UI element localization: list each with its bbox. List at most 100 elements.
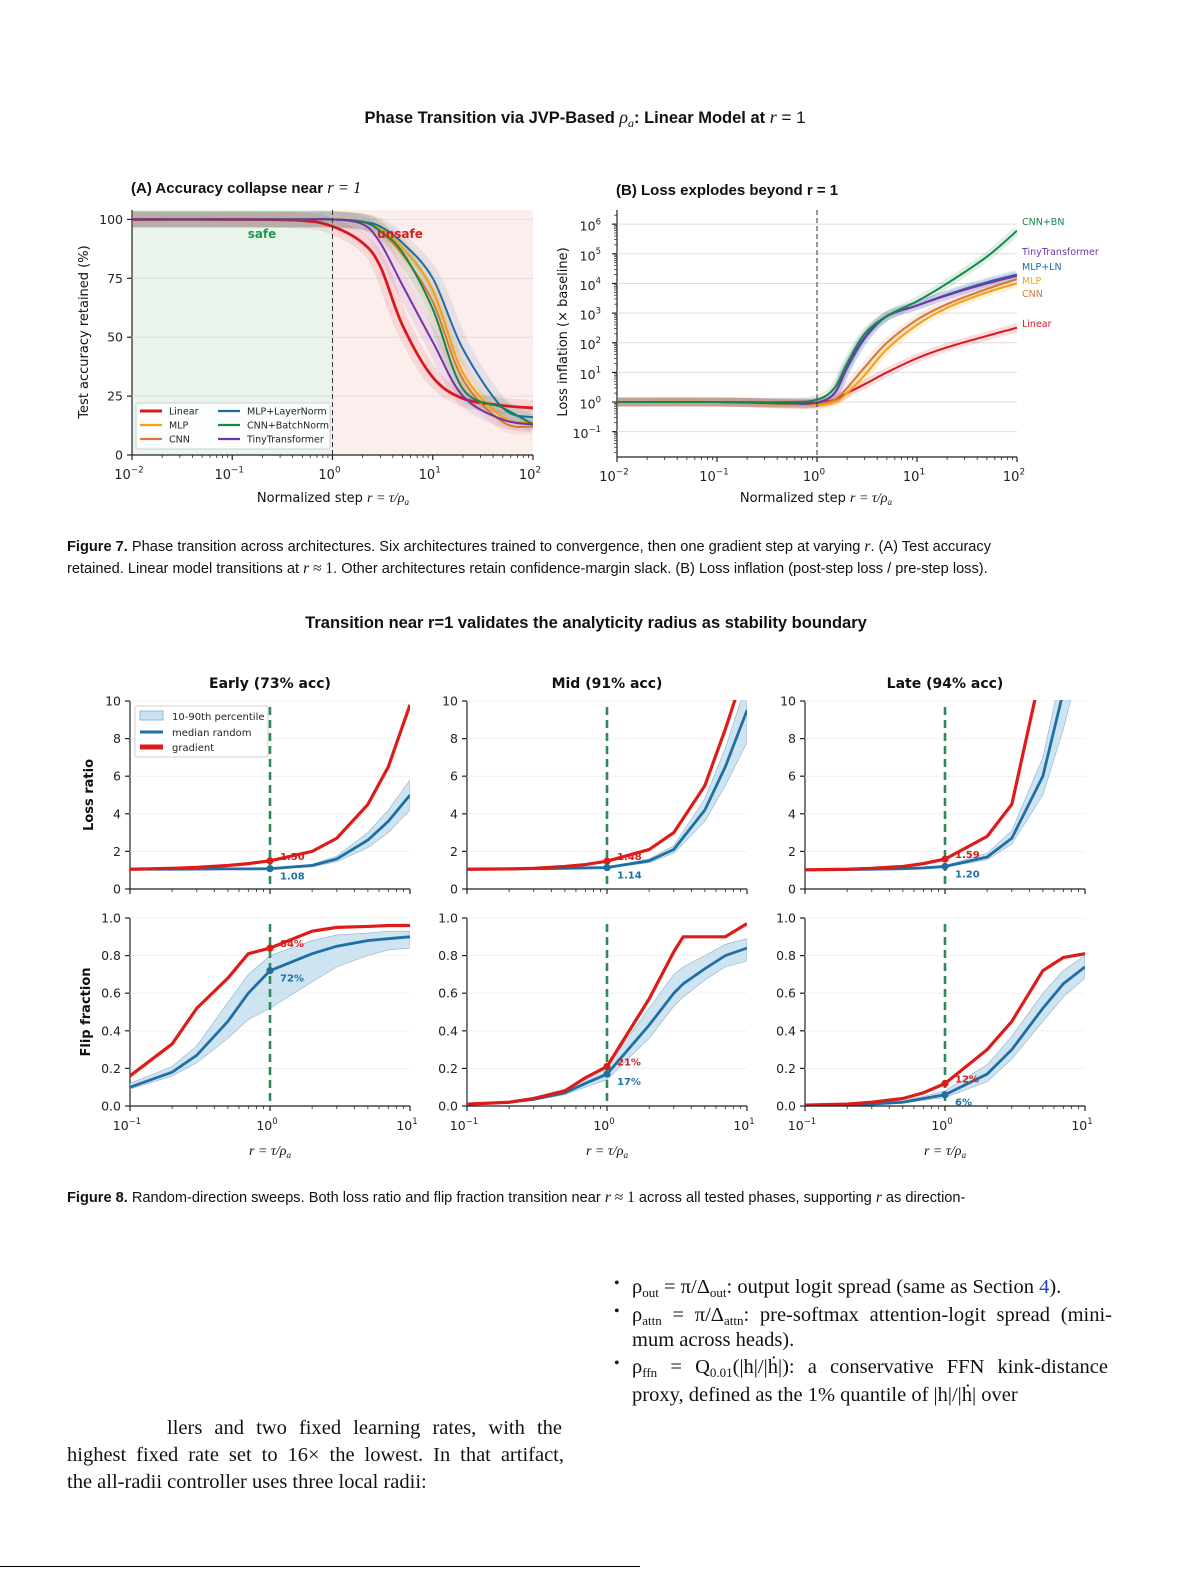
y-tick-label: 6	[788, 769, 796, 784]
legend-label: MLP	[169, 421, 188, 432]
tick-base: 10	[580, 248, 596, 263]
tick-base: 10	[573, 426, 589, 441]
median-marker	[941, 862, 949, 871]
tick-base: 10	[580, 337, 596, 352]
y-tick-label: 0	[450, 882, 458, 897]
gradient-annotation: 1.59	[955, 850, 980, 861]
y-tick-label: 105	[580, 247, 601, 263]
section-link[interactable]: 4	[1039, 1276, 1050, 1298]
y-tick-label: 106	[580, 217, 601, 233]
tick-base: 10	[1071, 1118, 1087, 1133]
tick-base: 10	[593, 1118, 609, 1133]
legend-label: CNN	[169, 435, 190, 446]
x-tick-label: 101	[1071, 1117, 1092, 1133]
percentile-band	[130, 930, 410, 1090]
gradient-marker	[603, 1062, 611, 1071]
y-tick-label: 0	[115, 448, 123, 463]
tick-exponent: 2	[596, 336, 601, 346]
x-tick-label: 100	[593, 1117, 614, 1133]
x-tick-label: 101	[903, 468, 925, 486]
x-axis-label-text: Normalized step	[740, 491, 850, 506]
gradient-annotation: 1.48	[617, 852, 642, 863]
tick-base: 10	[450, 1118, 466, 1133]
legend-gradient-label: gradient	[172, 743, 214, 754]
y-axis-label: Loss inflation (× baseline)	[556, 247, 571, 416]
gradient-marker	[941, 855, 949, 863]
y-tick-label: 100	[99, 212, 123, 227]
end-label: MLP	[1022, 276, 1041, 287]
y-tick-label: 1.0	[101, 911, 121, 926]
legend-median-label: median random	[172, 728, 251, 739]
gradient-annotation: 84%	[280, 939, 304, 950]
x-tick-label: 101	[419, 466, 441, 484]
x-axis-label-math: r = τ/ρ	[367, 491, 405, 506]
y-tick-label: 0.8	[101, 948, 121, 963]
sweep-legend: 10-90th percentile median random gradien…	[134, 705, 269, 758]
title-math: r = 1	[327, 178, 361, 197]
y-tick-label: 0.8	[438, 948, 458, 963]
bullet-rho-out: ρout = π/Δout: output logit spread (same…	[632, 1276, 1062, 1300]
y-tick-label: 0.4	[101, 1023, 121, 1038]
tick-base: 10	[214, 468, 231, 483]
tick-base: 10	[580, 219, 596, 234]
y-tick-label: 100	[580, 395, 601, 411]
median-annotation: 17%	[617, 1077, 641, 1088]
y-tick-label: 4	[113, 806, 121, 821]
end-label: Linear	[1022, 319, 1052, 330]
tick-base: 10	[419, 468, 436, 483]
x-tick-label: 10−1	[699, 468, 729, 486]
y-tick-label: 10−1	[573, 425, 601, 441]
unsafe-label: unsafe	[377, 227, 423, 241]
x-tick-label: 100	[803, 468, 826, 486]
x-tick-label: 102	[1003, 468, 1025, 486]
x-axis-label-math: r = τ/ρ	[850, 491, 888, 506]
tick-exponent: 0	[272, 1117, 277, 1127]
panel-early-loss: 0 2 4 6 8 10 1.50 1.08 Early (73% acc)	[105, 676, 411, 897]
panel-title: Early (73% acc)	[209, 676, 331, 692]
x-axis-label-math: r = τ/ρ	[249, 1144, 287, 1159]
y-tick-label: 25	[107, 389, 123, 404]
tick-base: 10	[580, 397, 596, 412]
y-tick-label: 6	[450, 769, 458, 784]
tick-base: 10	[580, 278, 596, 293]
median-marker	[603, 1070, 611, 1078]
tick-base: 10	[733, 1118, 749, 1133]
x-tick-label: 102	[519, 466, 541, 484]
legend-label: TinyTransformer	[246, 435, 324, 446]
tick-exponent: 1	[749, 1117, 754, 1127]
y-axis-label: Test accuracy retained (%)	[77, 245, 92, 419]
x-tick-label: 101	[396, 1117, 417, 1133]
end-label: MLP+LN	[1022, 262, 1062, 273]
gradient-marker	[603, 857, 611, 865]
panel-mid-loss: 0 2 4 6 8 10 1.48 1.14 Mid (91% acc)	[442, 676, 748, 897]
gradient-marker	[941, 1079, 949, 1088]
y-tick-label: 0.2	[101, 1061, 121, 1076]
y-tick-label: 4	[450, 806, 458, 821]
gradient-annotation: 21%	[617, 1058, 641, 1069]
y-tick-label: 6	[113, 769, 121, 784]
tick-exponent: 0	[596, 395, 601, 405]
y-tick-label: 0.8	[776, 948, 796, 963]
median-marker	[941, 1091, 949, 1099]
y-tick-label: 1.0	[438, 911, 458, 926]
architecture-legend: Linear MLP CNN MLP+LayerNorm CNN+BatchNorm Ti…	[135, 402, 331, 450]
bullet-rho-ffn: ρffn = Q0.01(|h|/|ḣ|): a conservative FF…	[632, 1356, 1108, 1380]
series-group	[467, 922, 747, 1106]
x-tick-label: 10−2	[114, 466, 144, 484]
y-tick-label: 10	[780, 694, 796, 709]
y-tick-label: 1.0	[776, 911, 796, 926]
tick-exponent: −2	[131, 466, 144, 476]
median-annotation: 1.08	[280, 872, 305, 883]
y-tick-label: 0.0	[101, 1099, 121, 1114]
x-axis-label-text: Normalized step	[257, 491, 367, 506]
tick-base: 10	[256, 1118, 272, 1133]
tick-exponent: 0	[947, 1117, 952, 1127]
tick-exponent: −1	[588, 425, 601, 435]
tick-base: 10	[396, 1118, 412, 1133]
tick-base: 10	[1003, 470, 1020, 485]
series-group	[617, 227, 1017, 410]
y-tick-label: 0.0	[438, 1099, 458, 1114]
series-line-tinytransformer	[132, 218, 533, 426]
